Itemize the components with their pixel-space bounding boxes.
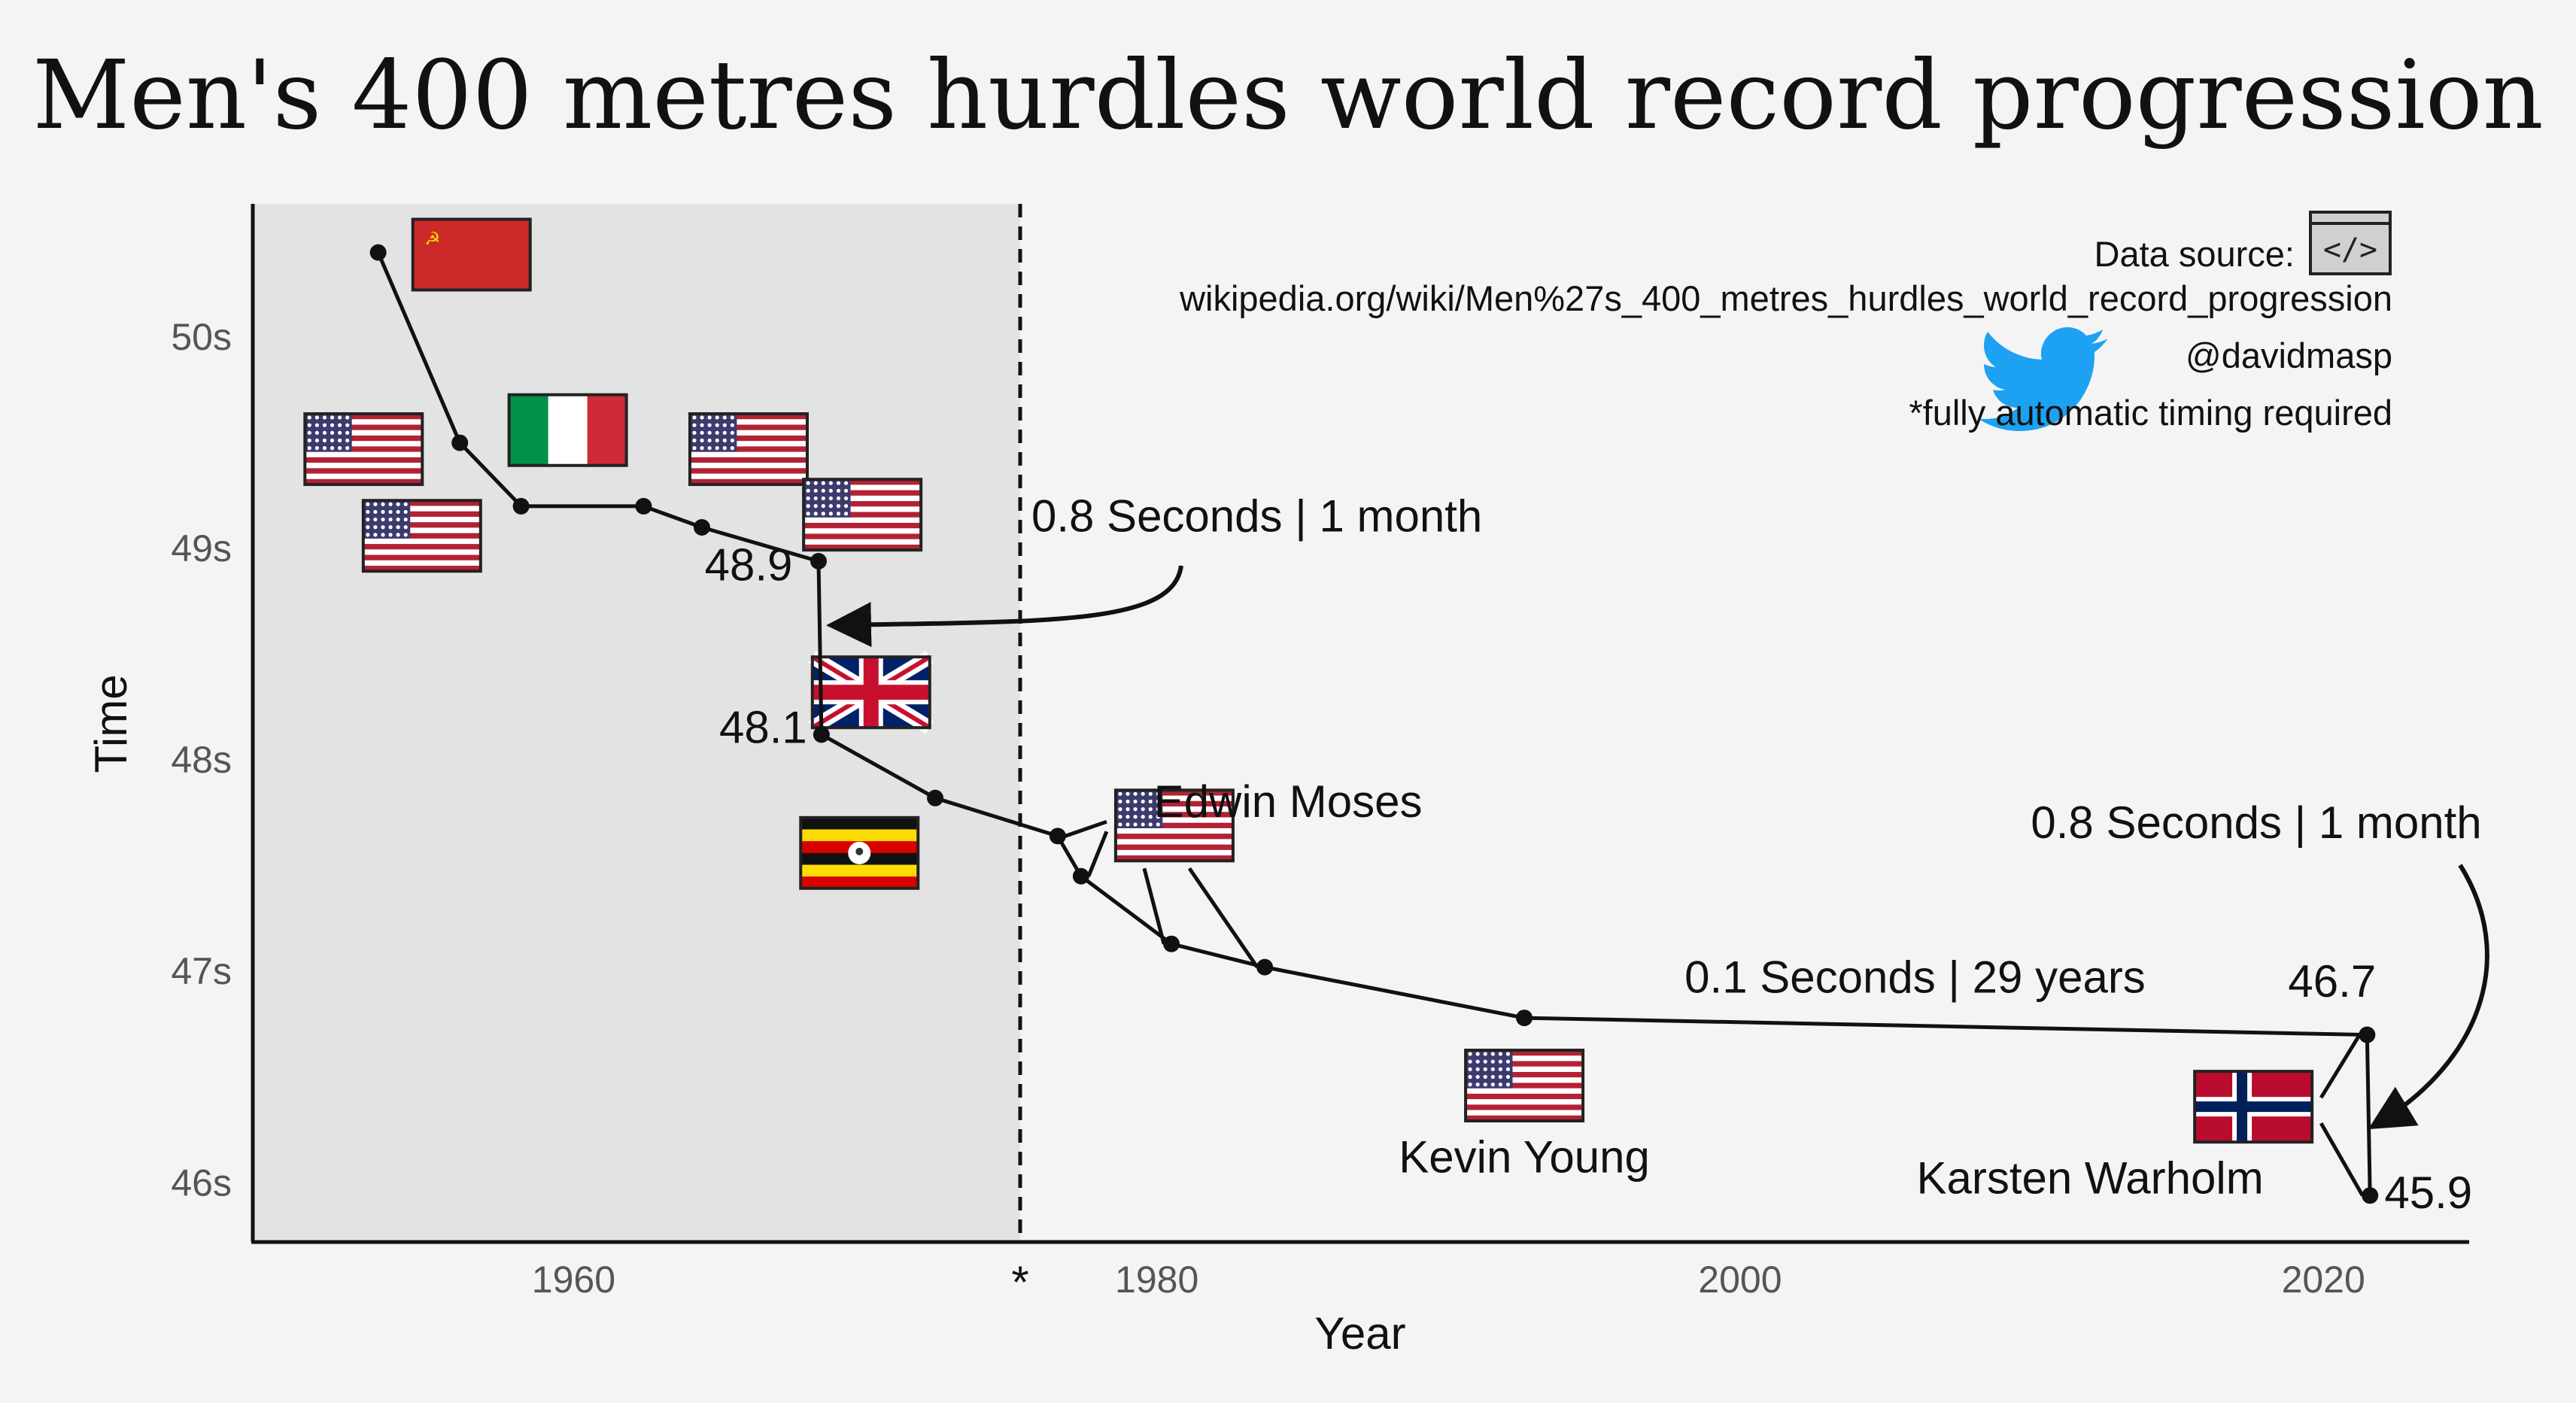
fat-asterisk-marker: * [1011,1257,1028,1307]
flag-connector [2319,1034,2362,1099]
record-point [1256,958,1274,976]
record-point [635,497,652,515]
record-point [1072,867,1089,885]
y-axis-label: Time [86,674,136,773]
annotation-label: Edwin Moses [1154,776,1423,827]
flag-connector [1065,819,1107,838]
flag-usa-icon [303,412,424,487]
record-point [451,434,469,451]
flag-great-britain-icon [808,651,934,734]
data-source-label: Data source: [2095,234,2295,274]
flag-usa-icon [1113,788,1235,863]
code-icon: </> [2309,211,2392,275]
connectors-layer [1065,819,2365,1197]
data-points-layer [369,244,2379,1204]
annotation-label: 48.1 [719,703,807,753]
flag-usa-icon [361,499,482,573]
annotation-label: Kevin Young [1399,1131,1650,1182]
record-point [810,552,828,569]
flag-uganda-icon [799,815,920,890]
record-point [1049,828,1066,845]
annotation-label: Karsten Warholm [1916,1152,2263,1203]
flag-italy-icon [507,393,628,467]
record-point [813,726,830,743]
flag-connector [1086,831,1109,877]
tick-labels-layer: 1960 1980 2000 2020 46s 47s 48s 49s 50s [171,316,2365,1301]
flag-usa-icon [688,412,809,487]
flag-usa-icon [1464,1049,1585,1123]
annotation-label: 0.8 Seconds | 1 month [2031,797,2481,848]
x-tick-label: 2000 [1698,1259,1782,1301]
x-axis-label: Year [1314,1308,1405,1359]
twitter-handle: @davidmasp [2186,336,2392,375]
flag-soviet-union-icon: ☭ [411,217,532,292]
annotation-label: 0.8 Seconds | 1 month [1031,491,1482,542]
y-tick-label: 50s [171,316,232,358]
data-source-block: Data source: </> wikipedia.org/wiki/Men%… [1179,211,2392,433]
record-point [2359,1026,2376,1043]
chart-title: Men's 400 metres hurdles world record pr… [32,40,2544,150]
annotations-layer: 48.9 48.1 0.8 Seconds | 1 month Edwin Moses… [705,491,2482,1218]
x-tick-label: 1960 [532,1259,615,1301]
y-tick-label: 48s [171,739,232,781]
lower-arrow [2368,864,2489,1130]
x-tick-label: 2020 [2282,1259,2365,1301]
record-point [693,519,710,536]
flag-norway-icon [2193,1070,2314,1144]
timing-note: *fully automatic timing required [1909,393,2392,433]
annotation-label: 46.7 [2288,956,2376,1007]
flag-connector [2319,1122,2365,1197]
y-tick-label: 46s [171,1162,232,1204]
upper-arrow [826,565,1183,648]
data-source-url: wikipedia.org/wiki/Men%27s_400_metres_hu… [1179,278,2392,318]
annotation-label: 0.1 Seconds | 29 years [1684,952,2146,1002]
record-point [1516,1010,1533,1027]
record-point [927,789,944,806]
flag-connector [1142,867,1166,945]
record-point [512,497,530,515]
record-point [369,244,387,261]
svg-text:☭: ☭ [424,228,441,249]
annotation-label: 45.9 [2384,1168,2472,1218]
flags-layer: ☭ [303,217,2314,1144]
y-tick-label: 47s [171,950,232,992]
annotation-label: 48.9 [705,539,793,590]
twitter-bird-icon [1979,327,2107,431]
record-point [1163,935,1180,952]
record-point [2362,1187,2379,1204]
flag-usa-icon [802,478,923,552]
svg-text:</>: </> [2323,232,2377,267]
x-tick-label: 1980 [1115,1259,1198,1301]
y-tick-label: 49s [171,527,232,569]
flag-connector [1187,867,1259,969]
